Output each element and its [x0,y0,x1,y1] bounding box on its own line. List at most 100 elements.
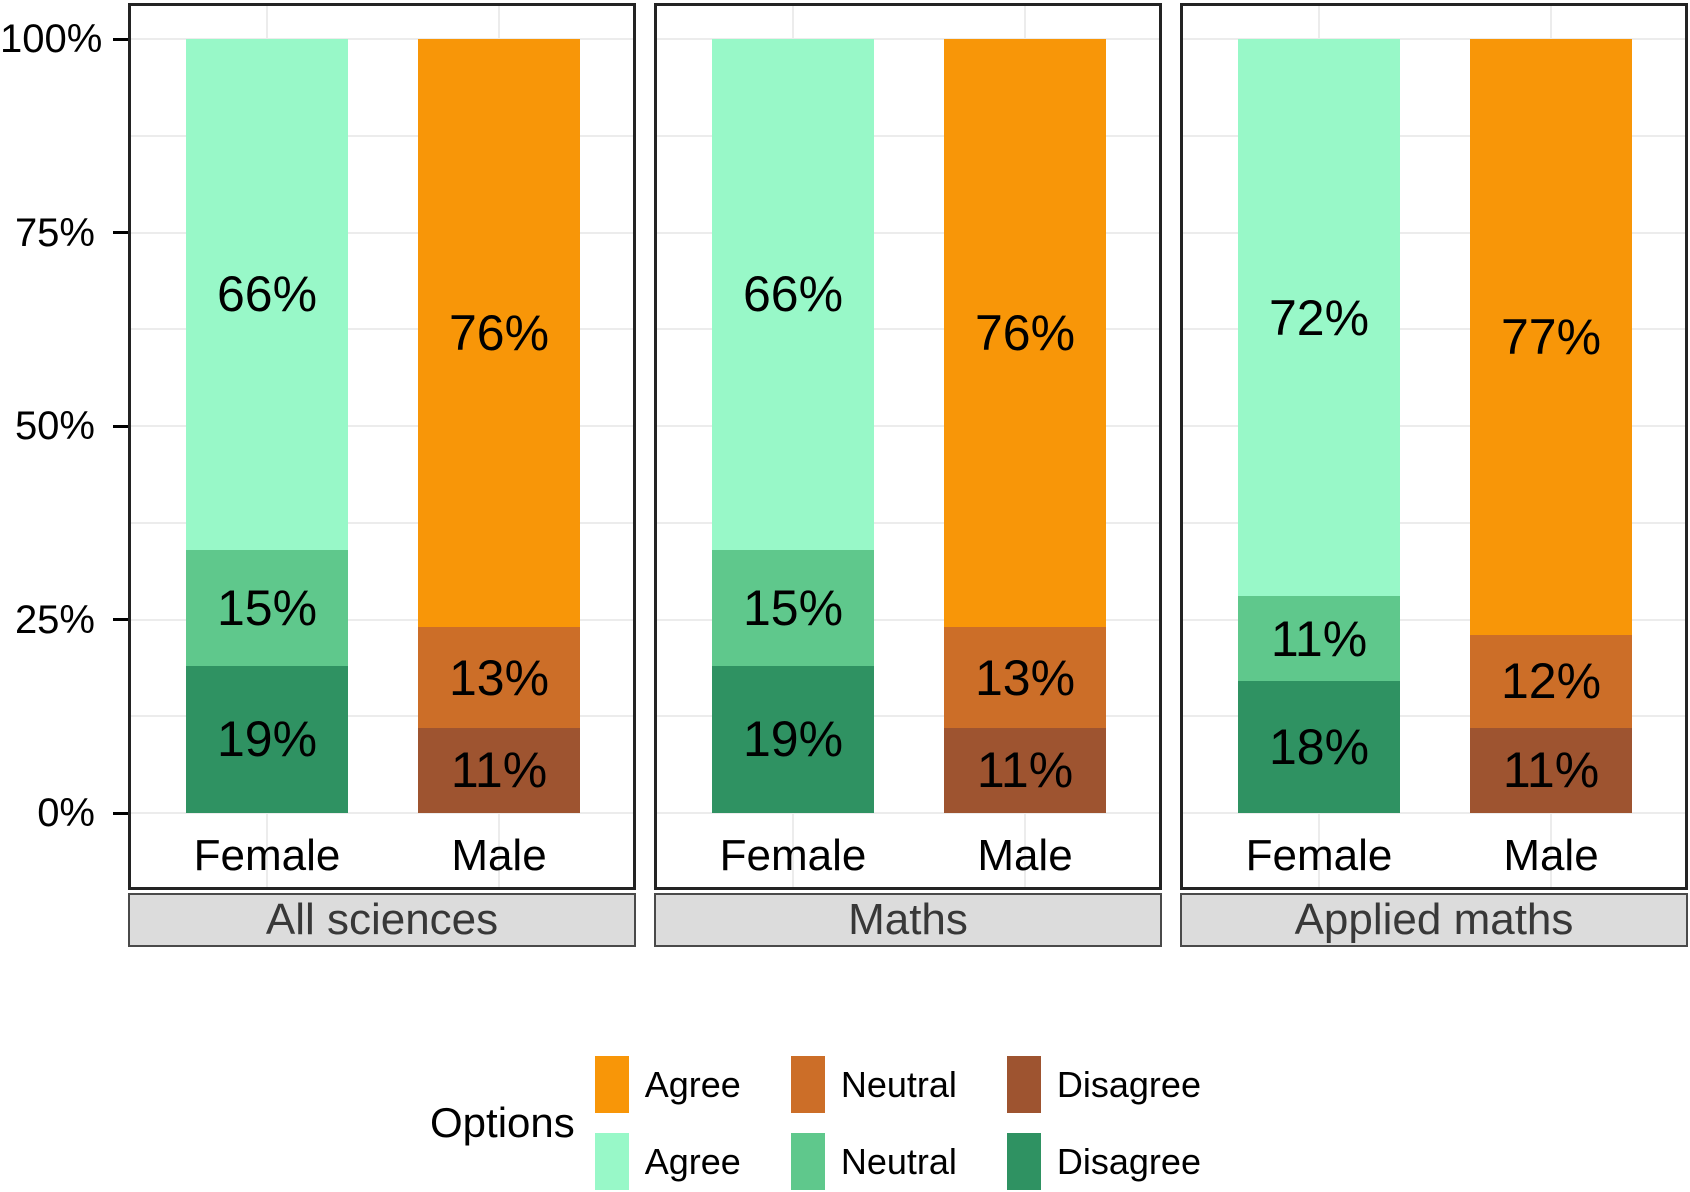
y-axis-tick [113,231,128,234]
gridline-horizontal [1183,425,1685,427]
legend: Options Agree Neutral Disagree Agree Neutral D… [430,1056,1201,1190]
category-label-male: Male [451,831,547,880]
bar-male-segment-disagree: 11% [1470,727,1632,813]
gridline-horizontal [657,425,1159,427]
y-axis-label: 0% [37,791,95,835]
bar-value-label: 11% [1270,610,1368,667]
gridline-horizontal [657,521,1159,524]
gridline-horizontal [657,328,1159,331]
gridline-horizontal [657,134,1159,137]
gridline-horizontal [1183,328,1685,331]
facet-strip-label: All sciences [265,895,499,944]
bar-male-segment-agree: 76% [418,39,580,628]
legend-entry-label: Neutral [840,1140,957,1182]
gridline-horizontal [1183,521,1685,524]
category-label-male: Male [977,831,1073,880]
gridline-horizontal [131,328,633,331]
facet-strip-label: Applied maths [1294,895,1574,944]
y-axis-tick [113,618,128,621]
bar-female-segment-disagree: 19% [712,665,874,813]
gridline-horizontal [1183,812,1685,814]
facet-strip-maths: Maths [654,893,1162,947]
legend-swatch-green-disagree [1006,1133,1041,1190]
bar-value-label: 77% [1500,308,1602,365]
gridline-horizontal [131,134,633,137]
bar-value-label: 15% [216,579,318,636]
legend-swatch-orange-agree [594,1056,629,1113]
bar-value-label: 19% [742,711,844,768]
bar-male-segment-neutral: 13% [944,627,1106,728]
gridline-horizontal [657,38,1159,40]
gridline-horizontal [131,618,633,621]
y-axis-tick [113,424,128,428]
bar-value-label: 76% [974,305,1076,362]
bar-female-segment-agree: 66% [712,39,874,550]
bar-value-label: 76% [448,305,550,362]
bar-female-segment-disagree: 18% [1238,681,1400,813]
gridline-horizontal [657,618,1159,621]
bar-female-segment-agree: 66% [186,39,348,550]
gridline-horizontal [657,231,1159,234]
gridline-horizontal [657,812,1159,814]
facet-strip-applied-maths: Applied maths [1180,893,1688,947]
legend-entry-label: Agree [644,1140,741,1182]
bar-male-segment-disagree: 11% [418,727,580,813]
bar-value-label: 11% [450,742,548,799]
bar-value-label: 15% [742,579,844,636]
gridline-horizontal [1183,231,1685,234]
gridline-horizontal [1183,715,1685,718]
gridline-horizontal [131,425,633,427]
facet-panel-all-sciences: 66% 15% 19% Female 76% 13% 11% Male [128,3,636,890]
legend-entry-orange-disagree: Disagree [1006,1056,1201,1113]
bar-value-label: 11% [976,742,1074,799]
legend-entry-label: Disagree [1056,1063,1201,1105]
legend-entry-orange-agree: Agree [594,1056,741,1113]
bar-value-label: 13% [974,649,1076,706]
y-axis-tick [113,811,128,815]
bar-value-label: 11% [1502,742,1600,799]
gridline-horizontal [657,715,1159,718]
bar-value-label: 19% [216,711,318,768]
bar-male-segment-agree: 77% [1470,39,1632,635]
legend-swatch-green-neutral [790,1133,825,1190]
gridline-horizontal [131,715,633,718]
facet-strip-label: Maths [848,895,968,944]
legend-swatch-orange-neutral [790,1056,825,1113]
gridline-horizontal [131,812,633,814]
legend-entry-green-disagree: Disagree [1006,1133,1201,1190]
bar-female-segment-neutral: 15% [186,549,348,666]
gridline-horizontal [1183,134,1685,137]
category-label-female: Female [1245,831,1393,880]
bar-value-label: 66% [742,266,844,323]
y-axis-label: 100% [0,17,103,61]
legend-swatch-green-agree [594,1133,629,1190]
legend-entry-green-agree: Agree [594,1133,741,1190]
legend-entry-label: Agree [644,1063,741,1105]
bar-female-segment-neutral: 15% [712,549,874,666]
bar-value-label: 18% [1268,719,1370,776]
gridline-horizontal [131,231,633,234]
bar-value-label: 66% [216,266,318,323]
gridline-horizontal [1183,38,1685,40]
bar-female-segment-neutral: 11% [1238,596,1400,682]
legend-entry-green-neutral: Neutral [790,1133,957,1190]
bar-female-segment-agree: 72% [1238,39,1400,597]
bar-male-segment-disagree: 11% [944,727,1106,813]
legend-swatch-orange-disagree [1006,1056,1041,1113]
legend-grid: Agree Neutral Disagree Agree Neutral Disagree [594,1056,1201,1190]
facet-panel-maths: 66% 15% 19% Female 76% 13% 11% Male [654,3,1162,890]
bar-male-segment-agree: 76% [944,39,1106,628]
gridline-horizontal [131,38,633,40]
gridline-horizontal [131,521,633,524]
bar-value-label: 72% [1268,289,1370,346]
bar-female-segment-disagree: 19% [186,665,348,813]
category-label-male: Male [1503,831,1599,880]
bar-value-label: 12% [1500,653,1602,710]
y-axis-label: 25% [14,597,95,642]
legend-entry-orange-neutral: Neutral [790,1056,957,1113]
y-axis-label: 50% [14,404,95,448]
category-label-female: Female [719,831,867,880]
bar-value-label: 13% [448,649,550,706]
y-axis-label: 75% [14,210,95,255]
